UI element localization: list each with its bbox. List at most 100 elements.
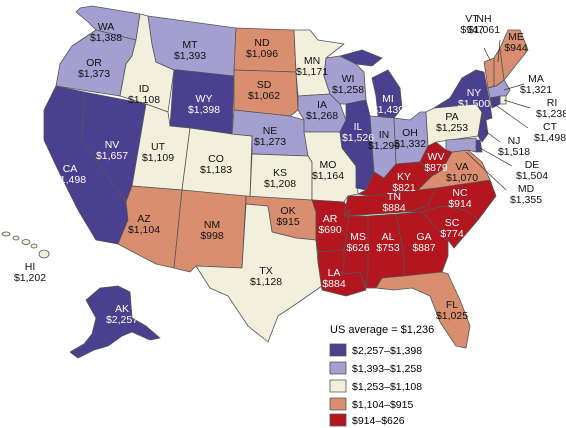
- state-code-WI: WI: [342, 73, 355, 85]
- state-value-WY: $1,398: [188, 104, 220, 116]
- state-code-SC: SC: [445, 217, 460, 229]
- state-code-CO: CO: [208, 153, 224, 165]
- state-DE[interactable]: [475, 139, 483, 153]
- state-code-VT: VT: [465, 13, 479, 25]
- state-value-ND: $1,096: [246, 48, 278, 60]
- state-code-AL: AL: [382, 231, 395, 243]
- state-code-MS: MS: [350, 231, 366, 243]
- state-value-TN: $884: [382, 202, 406, 214]
- state-value-SD: $1,062: [248, 90, 280, 102]
- state-value-ME: $944: [504, 42, 528, 54]
- state-code-DE: DE: [525, 159, 540, 171]
- state-IL[interactable]: [339, 99, 375, 191]
- state-value-FL: $1,025: [436, 310, 468, 322]
- state-code-ME: ME: [508, 31, 524, 43]
- legend-label-5: $914–$626: [352, 415, 405, 427]
- state-code-WY: WY: [196, 93, 213, 105]
- state-NY[interactable]: [433, 69, 493, 121]
- state-value-PA: $1,253: [436, 122, 468, 134]
- state-NC[interactable]: [405, 179, 497, 221]
- state-value-GA: $887: [412, 242, 436, 254]
- state-code-RI: RI: [547, 97, 558, 109]
- state-value-MI: $1,439: [372, 104, 404, 116]
- state-CO[interactable]: [181, 127, 253, 199]
- state-value-CO: $1,183: [200, 164, 232, 176]
- state-value-ID: $1,108: [128, 94, 160, 106]
- legend-label-3: $1,253–$1,108: [352, 381, 422, 393]
- state-code-FL: FL: [446, 299, 458, 311]
- state-value-LA: $884: [322, 278, 346, 290]
- state-AK[interactable]: [69, 285, 161, 359]
- state-value-MO: $1,164: [312, 170, 344, 182]
- state-code-AR: AR: [323, 213, 338, 225]
- state-code-OK: OK: [280, 205, 295, 217]
- state-code-NC: NC: [452, 187, 468, 199]
- state-value-VA: $1,070: [446, 172, 478, 184]
- legend-swatch-5: [329, 413, 347, 427]
- state-value-OR: $1,373: [78, 68, 110, 80]
- state-code-MA: MA: [528, 73, 544, 85]
- state-code-IL: IL: [354, 121, 363, 133]
- state-code-WV: WV: [428, 151, 445, 163]
- leader-lines: [465, 39, 531, 191]
- state-value-NC: $914: [448, 198, 472, 210]
- state-code-PA: PA: [445, 111, 458, 123]
- state-NJ[interactable]: [477, 111, 489, 143]
- state-code-AZ: AZ: [137, 213, 151, 225]
- state-code-TN: TN: [387, 191, 401, 203]
- state-labels: WA$1,388OR$1,373CA$1,498NV$1,657ID$1,108…: [14, 13, 566, 326]
- state-SD[interactable]: [233, 69, 299, 117]
- state-code-TX: TX: [259, 265, 272, 277]
- state-code-MN: MN: [304, 55, 320, 67]
- state-code-AK: AK: [115, 303, 129, 315]
- state-value-IN: $1,299: [368, 140, 400, 152]
- state-code-KY: KY: [397, 171, 411, 183]
- state-code-VA: VA: [455, 161, 468, 173]
- state-value-NH: $1,061: [468, 24, 500, 36]
- state-value-MN: $1,171: [296, 66, 328, 78]
- state-TX[interactable]: [195, 203, 323, 343]
- state-code-MD: MD: [518, 183, 535, 195]
- state-MD[interactable]: [445, 137, 477, 153]
- state-value-TX: $1,128: [250, 276, 282, 288]
- state-code-GA: GA: [416, 231, 431, 243]
- state-CT[interactable]: [489, 95, 501, 109]
- state-MI[interactable]: [339, 49, 403, 119]
- state-value-KS: $1,208: [264, 178, 296, 190]
- state-code-CA: CA: [63, 163, 78, 175]
- state-ID[interactable]: [119, 13, 175, 113]
- state-HI[interactable]: [1, 231, 50, 259]
- state-value-SC: $774: [440, 228, 464, 240]
- state-value-DE: $1,504: [516, 170, 548, 182]
- state-value-OK: $915: [276, 216, 300, 228]
- state-code-UT: UT: [151, 141, 166, 153]
- state-value-VT: $947: [460, 24, 484, 36]
- state-value-WA: $1,388: [90, 32, 122, 44]
- state-value-WI: $1,258: [332, 84, 364, 96]
- state-value-NE: $1,273: [254, 136, 286, 148]
- state-value-RI: $1,238: [536, 108, 566, 120]
- state-value-MA: $1,321: [520, 84, 552, 96]
- legend-label-1: $2,257–$1,398: [352, 345, 422, 357]
- state-FL[interactable]: [375, 271, 471, 349]
- state-code-MT: MT: [182, 39, 198, 51]
- state-code-ND: ND: [254, 37, 270, 49]
- legend-label-2: $1,393–$1,258: [352, 363, 422, 375]
- state-value-IA: $1,268: [306, 110, 338, 122]
- state-value-KY: $821: [392, 182, 416, 194]
- legend-swatch-3: [329, 379, 347, 393]
- state-value-WV: $879: [424, 162, 448, 174]
- state-code-IA: IA: [317, 99, 327, 111]
- state-code-OH: OH: [402, 127, 418, 139]
- legend-swatch-4: [329, 397, 347, 411]
- state-value-MS: $626: [346, 242, 370, 254]
- state-code-NH: NH: [476, 13, 491, 25]
- legend-swatch-2: [329, 361, 347, 375]
- state-value-NY: $1,500: [458, 98, 490, 110]
- state-code-ID: ID: [139, 83, 150, 95]
- state-code-NM: NM: [204, 219, 220, 231]
- state-code-HI: HI: [25, 261, 36, 273]
- state-code-KS: KS: [273, 167, 287, 179]
- state-code-CT: CT: [543, 121, 558, 133]
